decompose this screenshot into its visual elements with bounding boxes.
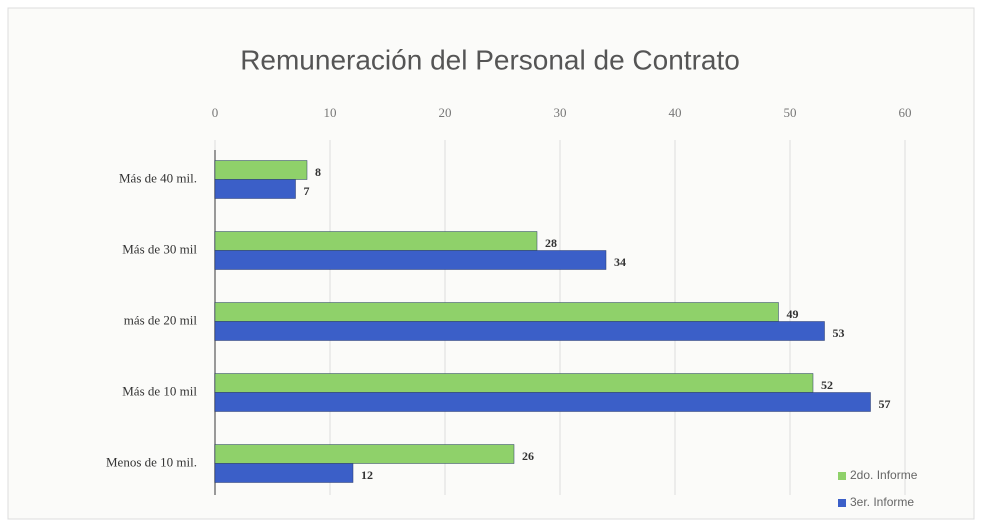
bar xyxy=(214,444,515,464)
bar xyxy=(214,231,538,251)
x-tick-label: 50 xyxy=(784,105,797,120)
data-label: 28 xyxy=(545,236,557,250)
bar xyxy=(214,302,779,322)
y-tick-label: Menos de 10 mil. xyxy=(106,454,197,469)
bar xyxy=(214,321,825,341)
data-label: 7 xyxy=(304,184,310,198)
x-tick-label: 60 xyxy=(899,105,912,120)
y-tick-label: Más de 40 mil. xyxy=(119,170,197,185)
data-label: 8 xyxy=(315,165,321,179)
legend-swatch xyxy=(838,499,846,507)
bar xyxy=(214,160,308,180)
data-label: 49 xyxy=(787,307,799,321)
data-label: 26 xyxy=(522,449,534,463)
x-tick-label: 40 xyxy=(669,105,682,120)
legend-label: 2do. Informe xyxy=(850,468,918,482)
bar xyxy=(214,463,354,483)
y-tick-label: Más de 30 mil xyxy=(122,241,197,256)
y-tick-label: más de 20 mil xyxy=(124,312,198,327)
data-label: 53 xyxy=(833,326,845,340)
bar xyxy=(214,179,296,199)
data-label: 57 xyxy=(879,397,891,411)
x-tick-label: 30 xyxy=(554,105,567,120)
legend-label: 3er. Informe xyxy=(850,495,914,509)
bar xyxy=(214,373,814,393)
data-label: 52 xyxy=(821,378,833,392)
legend-swatch xyxy=(838,472,846,480)
x-tick-label: 10 xyxy=(324,105,337,120)
x-tick-label: 0 xyxy=(212,105,219,120)
x-tick-label: 20 xyxy=(439,105,452,120)
chart-title: Remuneración del Personal de Contrato xyxy=(240,44,740,75)
data-label: 12 xyxy=(361,468,373,482)
bar xyxy=(214,250,607,270)
data-label: 34 xyxy=(614,255,626,269)
y-tick-label: Más de 10 mil xyxy=(122,383,197,398)
bar xyxy=(214,392,871,412)
